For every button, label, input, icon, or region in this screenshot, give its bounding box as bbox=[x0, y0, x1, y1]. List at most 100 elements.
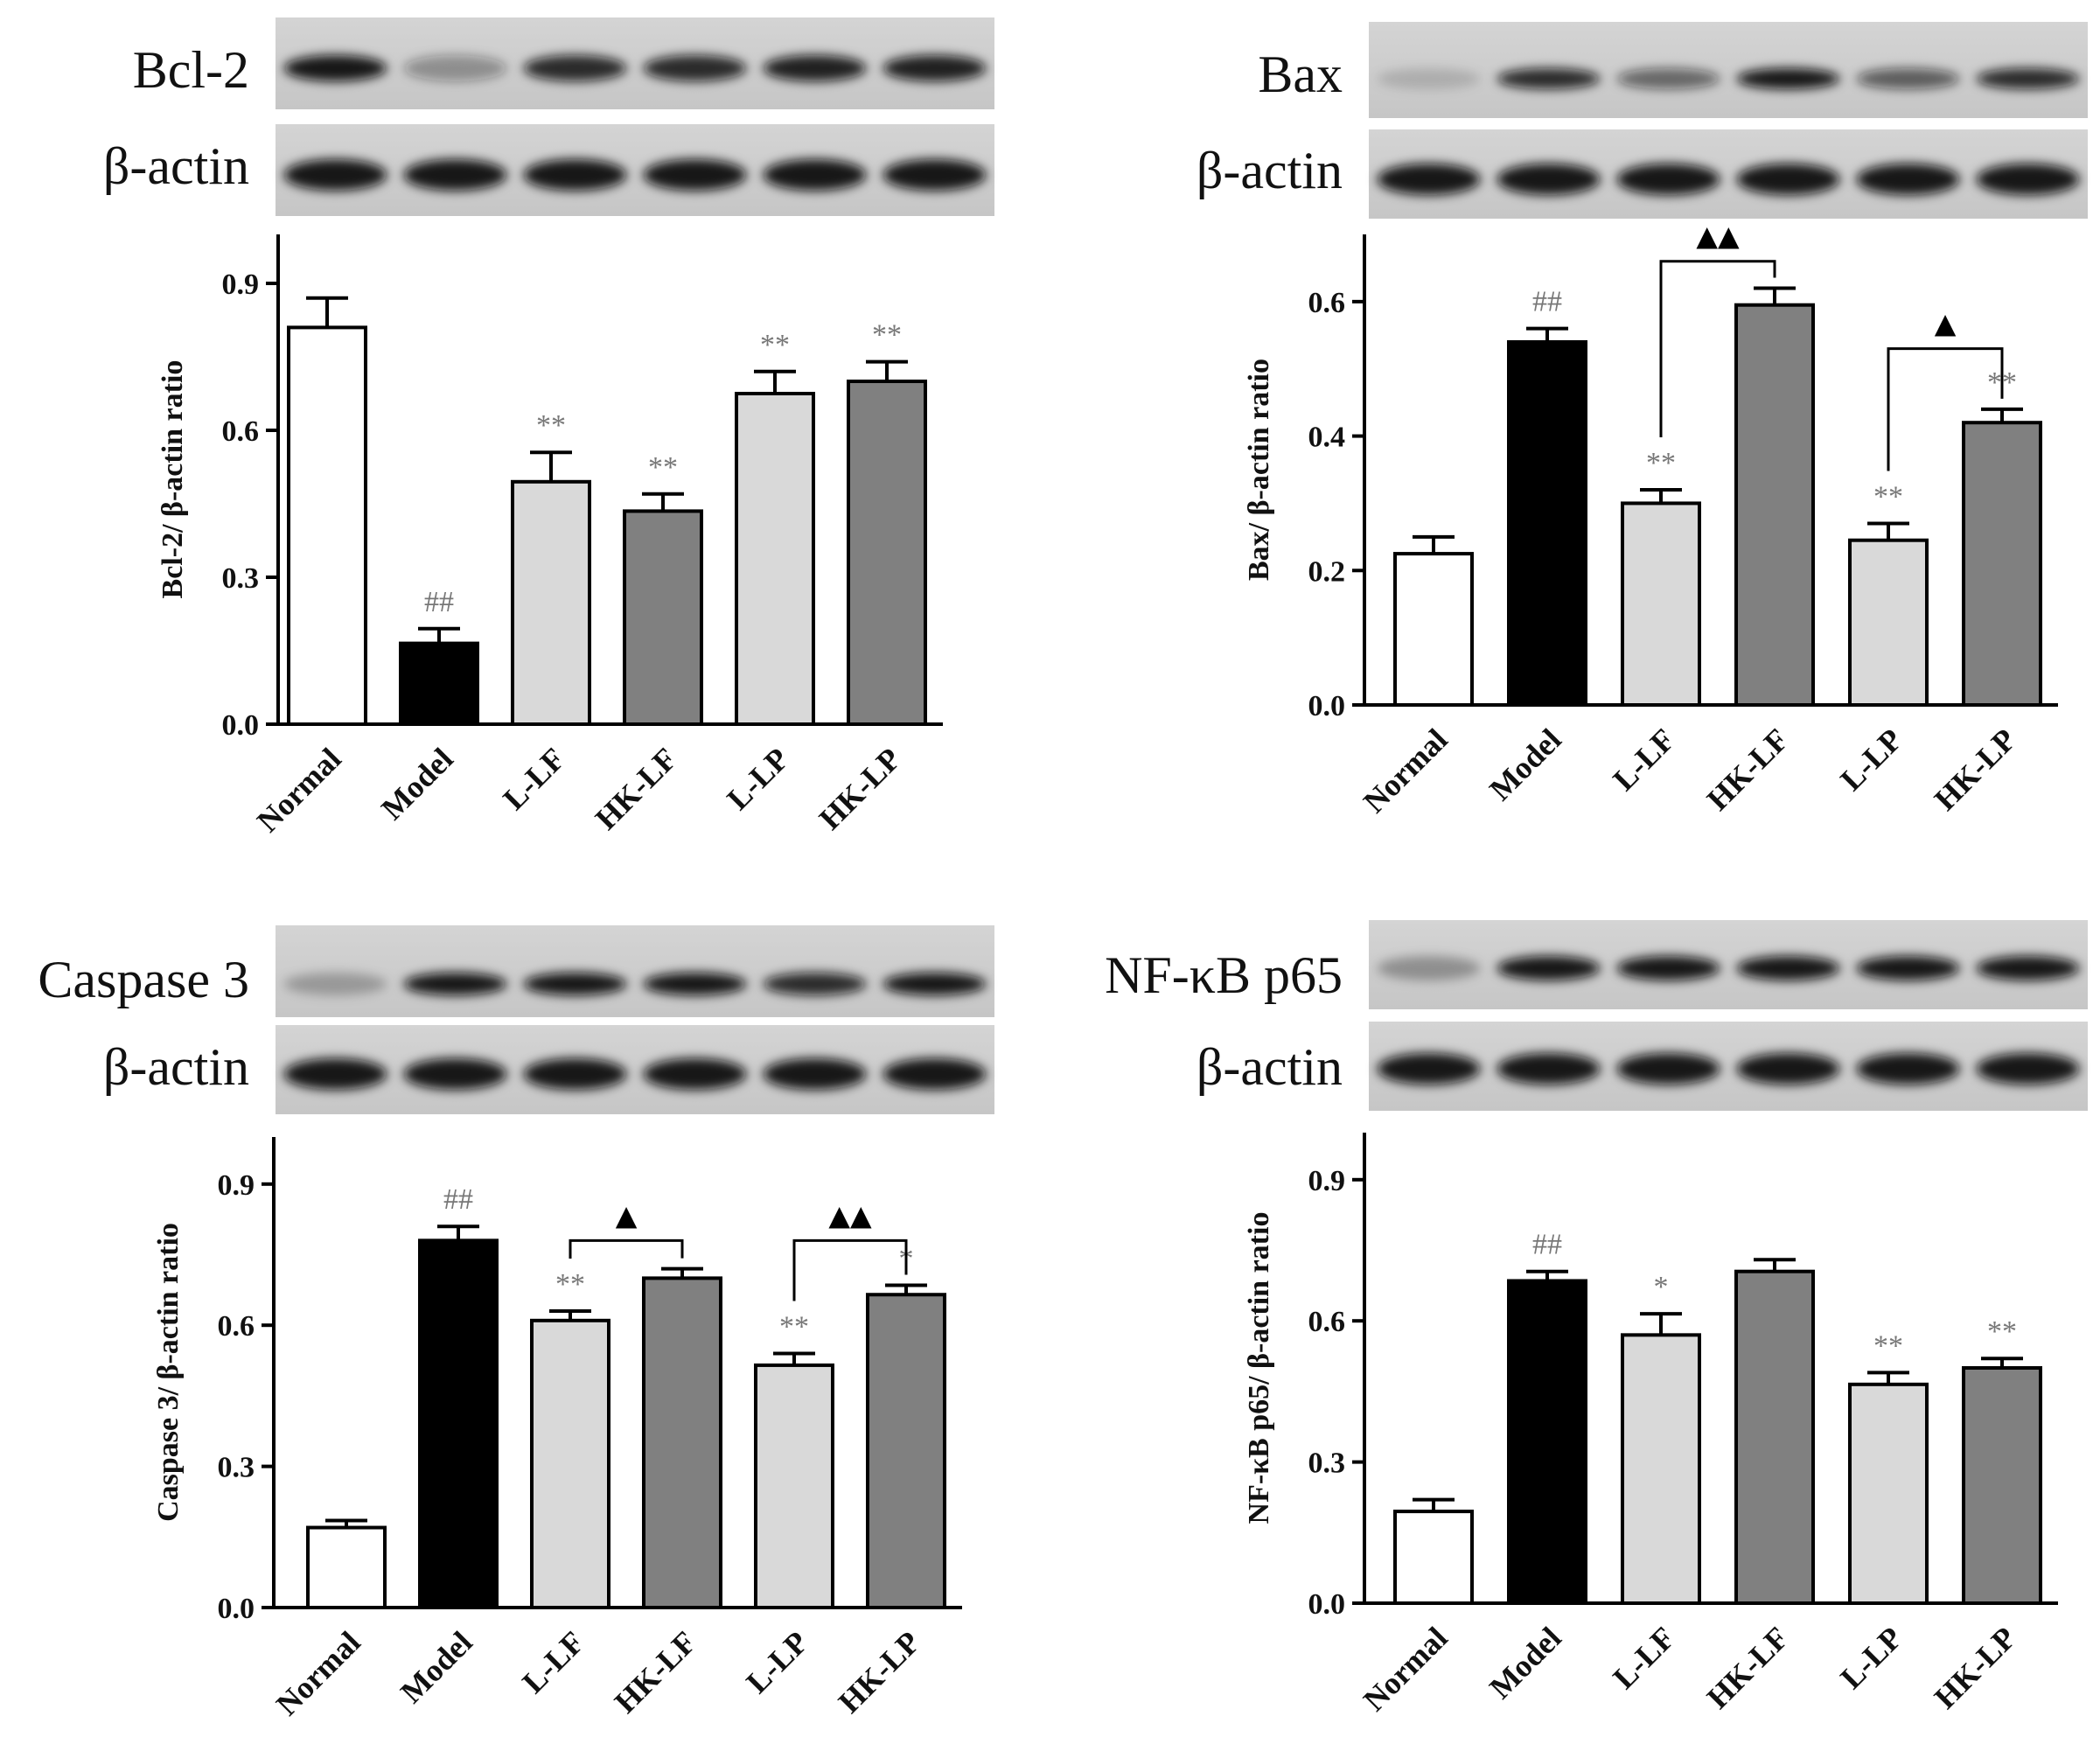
y-axis-title: Bax/ β-actin ratio bbox=[1243, 359, 1275, 581]
blot-band bbox=[1497, 68, 1601, 89]
blot-band bbox=[763, 1058, 867, 1090]
x-tick-label: HK-LP bbox=[832, 1624, 927, 1720]
blot-strip-bax bbox=[1369, 22, 2088, 118]
blot-strip-actin-3 bbox=[276, 1025, 994, 1114]
x-tick-label: L-LF bbox=[496, 741, 571, 816]
bar-normal bbox=[1393, 1510, 1474, 1605]
y-tick-label: 0.2 bbox=[1308, 555, 1346, 588]
blot-band bbox=[1976, 68, 2080, 89]
blot-band bbox=[1736, 956, 1840, 980]
comparison-bracket bbox=[1887, 347, 2004, 471]
blot-band bbox=[883, 159, 987, 191]
blot-band bbox=[283, 973, 387, 995]
blot-label-actin-4: β-actin bbox=[1197, 1038, 1343, 1096]
x-tick-label: L-LP bbox=[1833, 1620, 1908, 1695]
x-tick-label: HK-LP bbox=[1928, 1620, 2023, 1715]
x-tick-label: HK-LF bbox=[589, 741, 684, 836]
x-tick-label: HK-LP bbox=[813, 741, 908, 836]
blot-band bbox=[1736, 1053, 1840, 1085]
blot-label-actin-2: β-actin bbox=[1197, 142, 1343, 199]
bar-normal bbox=[287, 325, 367, 726]
blot-band bbox=[763, 159, 867, 191]
x-tick-label: Normal bbox=[1357, 722, 1455, 820]
y-tick-label: 0.4 bbox=[1308, 422, 1346, 454]
bar-model bbox=[399, 641, 479, 726]
significance-label: ** bbox=[1873, 480, 1903, 513]
x-tick-label: Model bbox=[1483, 722, 1568, 807]
bar-model bbox=[1507, 339, 1587, 707]
blot-label-nfkb: NF-κB p65 bbox=[1105, 946, 1343, 1004]
blot-band bbox=[1856, 164, 1960, 195]
blot-strip-caspase3 bbox=[276, 925, 994, 1017]
y-tick-label: 0.9 bbox=[218, 1169, 255, 1202]
blot-band bbox=[643, 973, 747, 995]
significance-label: ** bbox=[536, 409, 566, 442]
x-tick-label: Normal bbox=[250, 741, 348, 839]
blot-label-bcl2: Bcl-2 bbox=[133, 41, 249, 99]
comparison-label: ▲ bbox=[1935, 307, 1957, 340]
blot-band bbox=[403, 159, 507, 191]
blot-bands-actin-3 bbox=[283, 1058, 987, 1090]
blot-strip-actin-4 bbox=[1369, 1022, 2088, 1111]
significance-label: ** bbox=[1646, 447, 1676, 479]
bar-normal bbox=[306, 1525, 387, 1610]
bar-normal bbox=[1393, 552, 1474, 707]
blot-bands-actin-4 bbox=[1377, 1053, 2080, 1085]
significance-label: ## bbox=[1532, 286, 1562, 318]
bar-hk-lp bbox=[1962, 1366, 2042, 1605]
chart-bax: 0.0 0.2 0.4 0.6 Bax/ β-actin ratio Normal ## Mo… bbox=[1243, 220, 2058, 820]
blot-band bbox=[1856, 956, 1960, 980]
blot-band bbox=[283, 159, 387, 191]
y-axis-title: Caspase 3/ β-actin ratio bbox=[152, 1223, 185, 1522]
y-tick-label: 0.3 bbox=[218, 1452, 255, 1484]
x-tick-label: HK-LP bbox=[1928, 722, 2023, 817]
bar-hk-lf bbox=[623, 509, 703, 727]
blot-band bbox=[1736, 164, 1840, 195]
blot-band bbox=[403, 55, 507, 81]
blot-band bbox=[283, 55, 387, 81]
y-tick-label: 0.6 bbox=[222, 415, 260, 448]
blot-band bbox=[1616, 68, 1720, 89]
significance-label: ## bbox=[443, 1183, 473, 1216]
blot-band bbox=[1377, 164, 1481, 195]
bar-hk-lf bbox=[642, 1276, 722, 1610]
blot-band bbox=[883, 55, 987, 81]
blot-band bbox=[643, 55, 747, 81]
bar-l-lp bbox=[754, 1363, 834, 1610]
blot-band bbox=[643, 1058, 747, 1090]
blot-band bbox=[1616, 164, 1720, 195]
x-tick-label: Model bbox=[1483, 1620, 1568, 1706]
bar-hk-lf bbox=[1734, 303, 1815, 707]
y-tick-label: 0.9 bbox=[1308, 1165, 1346, 1197]
comparison-label: ▲▲ bbox=[828, 1198, 872, 1231]
blot-nfkb: NF-κB p65 β-actin bbox=[1105, 920, 2088, 1111]
comparison-bracket bbox=[792, 1238, 908, 1301]
y-tick-label: 0.0 bbox=[222, 709, 260, 742]
significance-label: ** bbox=[648, 451, 678, 484]
bar-hk-lf bbox=[1734, 1269, 1815, 1605]
blot-bands-bax bbox=[1377, 68, 2080, 89]
x-tick-label: L-LF bbox=[515, 1624, 590, 1699]
y-tick-label: 0.6 bbox=[1308, 1306, 1346, 1338]
blot-bands-actin-1 bbox=[283, 159, 987, 191]
blot-band bbox=[1856, 68, 1960, 89]
blot-band bbox=[883, 973, 987, 995]
blot-strip-actin-2 bbox=[1369, 129, 2088, 219]
bar-l-lp bbox=[1848, 1382, 1929, 1605]
significance-label: ## bbox=[1532, 1229, 1562, 1261]
blot-bands-nfkb bbox=[1377, 956, 2080, 980]
y-tick-label: 0.9 bbox=[222, 269, 260, 301]
blot-band bbox=[1497, 164, 1601, 195]
bar-hk-lp bbox=[1962, 421, 2042, 707]
blot-band bbox=[1976, 1053, 2080, 1085]
bar-l-lf bbox=[1621, 501, 1701, 708]
y-tick-label: 0.0 bbox=[1308, 690, 1346, 722]
x-tick-label: HK-LF bbox=[608, 1624, 703, 1720]
blot-band bbox=[283, 1058, 387, 1090]
blot-bands-caspase3 bbox=[283, 973, 987, 995]
x-tick-label: HK-LF bbox=[1700, 722, 1796, 817]
blot-label-actin-3: β-actin bbox=[103, 1038, 249, 1096]
y-axis-title: NF-κB p65/ β-actin ratio bbox=[1243, 1212, 1275, 1524]
blot-band bbox=[1497, 956, 1601, 980]
